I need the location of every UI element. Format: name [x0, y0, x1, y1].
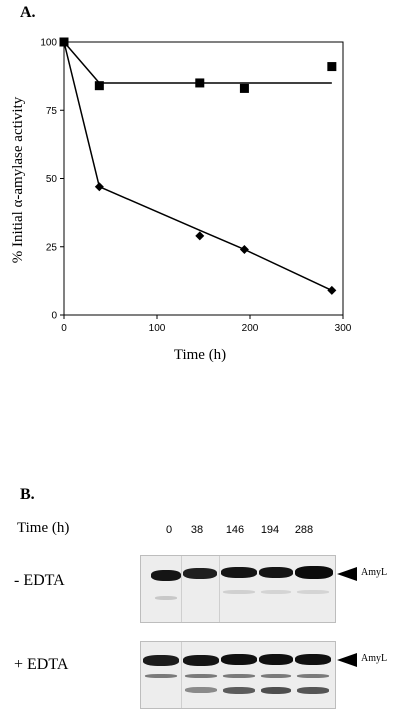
band-minor — [185, 674, 217, 678]
band-minor — [145, 674, 177, 678]
band-minor — [261, 590, 291, 594]
square-marker — [327, 62, 337, 72]
x-tick-label: 200 — [242, 323, 259, 334]
band-minor — [261, 674, 291, 678]
tick-labels: 0 100 200 300 0 25 50 75 100 — [40, 38, 351, 335]
band-minor — [223, 674, 255, 678]
band-minor — [297, 590, 329, 594]
panel-a-label: A. — [20, 4, 36, 21]
lane-separator — [219, 556, 220, 622]
activity-chart: 0 100 200 300 0 25 50 75 100 Time (h) % Initial … — [10, 37, 352, 363]
fit-line-diamond — [63, 41, 333, 292]
diamond-marker — [94, 182, 104, 192]
band-main — [183, 568, 217, 579]
time-label: Time (h) — [17, 520, 70, 536]
band-minor — [297, 674, 329, 678]
x-axis-title: Time (h) — [174, 347, 226, 363]
band-minor — [155, 596, 177, 600]
diamond-marker — [239, 244, 249, 254]
lane-label-146: 146 — [225, 524, 245, 536]
y-tick-label: 100 — [40, 38, 57, 49]
row-label-minus-edta: - EDTA — [14, 572, 65, 589]
data-markers — [59, 37, 337, 295]
y-tick-label: 25 — [46, 242, 58, 253]
panel-b-label: B. — [20, 486, 35, 503]
fit-line-square — [63, 41, 332, 84]
x-tick-label: 100 — [149, 323, 166, 334]
lane-label-38: 38 — [190, 524, 204, 536]
blot-minus-edta — [140, 555, 336, 623]
diamond-marker — [327, 285, 337, 295]
y-tick-label: 50 — [46, 174, 58, 185]
x-tick-label: 300 — [335, 323, 352, 334]
diamond-marker — [59, 37, 69, 47]
band-label: AmyL — [361, 567, 388, 578]
lane-label-194: 194 — [260, 524, 280, 536]
band-main — [295, 654, 331, 665]
square-marker — [239, 83, 249, 93]
band-main — [183, 655, 219, 666]
arrow-left-icon — [337, 567, 357, 581]
band-main — [259, 654, 293, 665]
lane-label-288: 288 — [294, 524, 314, 536]
lane-separator — [181, 556, 182, 622]
lane-separator — [181, 642, 182, 708]
square-marker — [94, 81, 104, 91]
blot-header: Time (h) 0 38 146 194 288 — [17, 520, 317, 540]
arrow-left-icon — [337, 653, 357, 667]
y-axis-title: % Initial α-amylase activity — [10, 96, 26, 263]
band-main — [221, 567, 257, 578]
row-label-plus-edta: + EDTA — [14, 656, 69, 673]
band-main — [259, 567, 293, 578]
band-lower — [297, 687, 329, 694]
band-main — [221, 654, 257, 665]
x-tick-label: 0 — [61, 323, 67, 334]
band-minor — [223, 590, 255, 594]
lane-label-0: 0 — [165, 524, 173, 536]
blot-plus-edta — [140, 641, 336, 709]
diamond-marker — [195, 231, 205, 241]
square-marker — [195, 78, 205, 88]
band-label: AmyL — [361, 653, 388, 664]
y-tick-label: 75 — [46, 106, 58, 117]
band-main — [151, 570, 181, 581]
band-main — [295, 566, 333, 579]
band-main — [143, 655, 179, 666]
band-lower — [185, 687, 217, 693]
y-tick-label: 0 — [51, 311, 57, 322]
band-lower — [223, 687, 255, 694]
band-lower — [261, 687, 291, 694]
